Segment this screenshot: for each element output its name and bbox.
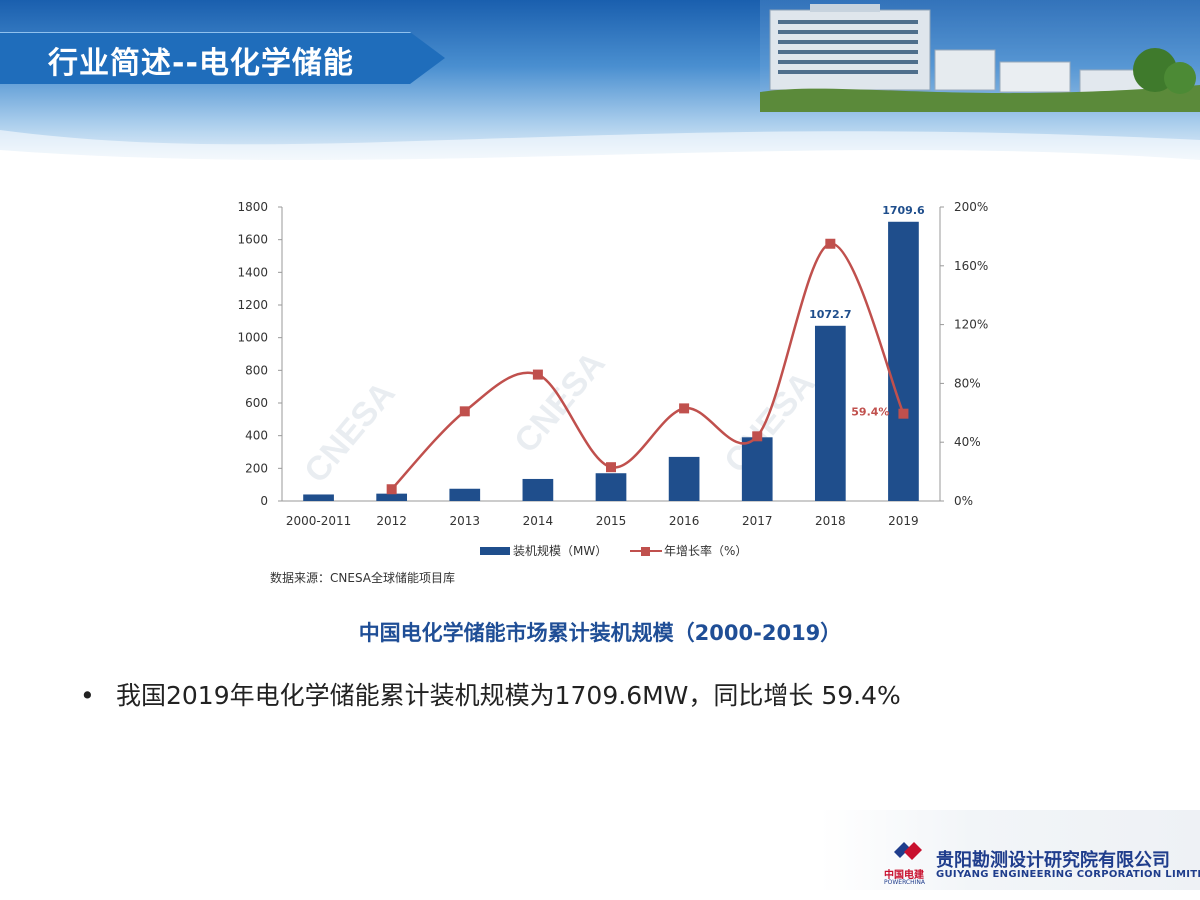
header-wave-decoration [0, 130, 1200, 180]
bar-data-label: 1072.7 [809, 308, 851, 321]
bar [449, 488, 481, 501]
logo-en-text: POWERCHINA [884, 879, 925, 886]
combo-chart: CNESA CNESA CNESA 0200400600800100012001… [237, 200, 988, 585]
bar [595, 473, 627, 501]
x-tick-label: 2017 [742, 514, 773, 528]
bullet-text: 我国2019年电化学储能累计装机规模为1709.6MW，同比增长 59.4% [116, 681, 901, 710]
bar [668, 456, 700, 501]
legend-marker-line [641, 547, 650, 556]
legend-label-line: 年增长率（%） [664, 543, 747, 558]
powerchina-logo-icon [894, 842, 922, 860]
bar [888, 221, 919, 502]
bar [376, 493, 408, 501]
svg-text:CNESA: CNESA [507, 345, 613, 461]
logo-cn-text: 中国电建 [884, 870, 924, 881]
right-tick-label: 80% [954, 376, 981, 390]
left-tick-label: 1600 [237, 233, 268, 247]
bullet-item: • 我国2019年电化学储能累计装机规模为1709.6MW，同比增长 59.4% [80, 676, 901, 712]
right-tick-label: 0% [954, 494, 973, 508]
x-tick-label: 2014 [523, 514, 554, 528]
x-tick-label: 2015 [596, 514, 627, 528]
growth-rate-point [459, 406, 470, 417]
left-tick-label: 1200 [237, 298, 268, 312]
x-tick-label: 2016 [669, 514, 700, 528]
legend-swatch-bar [480, 547, 510, 555]
chart-source-note: 数据来源：CNESA全球储能项目库 [270, 570, 455, 585]
growth-rate-point [386, 484, 397, 495]
bar [741, 437, 773, 501]
left-tick-label: 800 [245, 363, 268, 377]
x-tick-label: 2013 [450, 514, 481, 528]
x-tick-label: 2019 [888, 514, 919, 528]
company-name-cn: 贵阳勘测设计研究院有限公司 [936, 850, 1170, 871]
right-tick-label: 160% [954, 259, 988, 273]
left-tick-label: 0 [260, 494, 268, 508]
x-tick-label: 2018 [815, 514, 846, 528]
growth-rate-point [606, 462, 616, 473]
right-tick-label: 200% [954, 200, 988, 214]
right-tick-label: 40% [954, 435, 981, 449]
x-tick-label: 2012 [376, 514, 407, 528]
growth-rate-point [679, 403, 690, 414]
line-data-label: 59.4% [851, 406, 889, 419]
left-tick-label: 1800 [237, 200, 268, 214]
bar-data-label: 1709.6 [882, 204, 925, 217]
left-tick-label: 600 [245, 396, 268, 410]
growth-rate-point [532, 369, 543, 380]
left-tick-label: 1000 [237, 331, 268, 345]
bar [522, 478, 554, 501]
bar [303, 494, 334, 501]
svg-text:CNESA: CNESA [297, 375, 403, 491]
chart-caption: 中国电化学储能市场累计装机规模（2000-2019） [358, 621, 842, 645]
bullet-dot-icon: • [80, 681, 95, 710]
right-tick-label: 120% [954, 318, 988, 332]
company-name-en: GUIYANG ENGINEERING CORPORATION LIMITED [936, 869, 1200, 880]
slide-title-banner [0, 32, 445, 84]
left-tick-label: 400 [245, 429, 268, 443]
legend-label-bar: 装机规模（MW） [513, 543, 607, 558]
growth-rate-point [752, 431, 763, 442]
x-tick-label: 2000-2011 [286, 514, 351, 528]
chart-legend: 装机规模（MW） 年增长率（%） [480, 543, 747, 558]
footer-panel [820, 810, 1200, 890]
left-tick-label: 1400 [237, 265, 268, 279]
bar [814, 325, 846, 501]
growth-rate-point [898, 408, 909, 419]
left-tick-label: 200 [245, 461, 268, 475]
building-photo [760, 0, 1200, 112]
growth-rate-point [825, 238, 836, 249]
slide-title: 行业简述--电化学储能 [48, 46, 354, 81]
